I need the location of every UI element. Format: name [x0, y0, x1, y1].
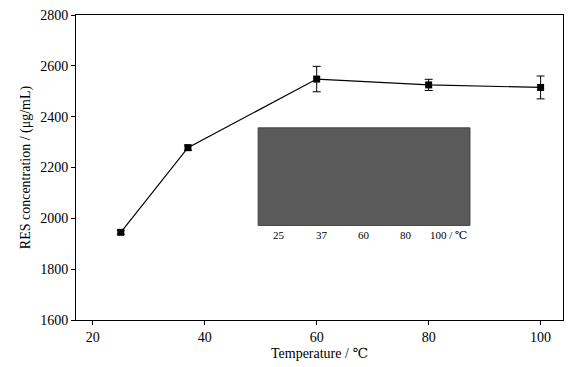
svg-text:1600: 1600: [40, 313, 68, 328]
svg-text:25: 25: [273, 229, 285, 241]
svg-text:Temperature / ℃: Temperature / ℃: [271, 346, 368, 361]
svg-text:40: 40: [198, 330, 212, 345]
svg-text:1800: 1800: [40, 262, 68, 277]
svg-text:60: 60: [358, 229, 370, 241]
svg-text:RES concentration / (μg/mL): RES concentration / (μg/mL): [18, 85, 34, 249]
svg-text:20: 20: [86, 330, 100, 345]
svg-text:2000: 2000: [40, 211, 68, 226]
svg-text:2800: 2800: [40, 8, 68, 23]
svg-text:37: 37: [316, 229, 328, 241]
svg-text:2400: 2400: [40, 110, 68, 125]
svg-text:2200: 2200: [40, 160, 68, 175]
svg-text:100 / ℃: 100 / ℃: [430, 229, 467, 241]
svg-text:80: 80: [422, 330, 436, 345]
svg-text:60: 60: [310, 330, 324, 345]
svg-text:80: 80: [400, 229, 412, 241]
svg-text:2600: 2600: [40, 59, 68, 74]
svg-text:100: 100: [530, 330, 551, 345]
